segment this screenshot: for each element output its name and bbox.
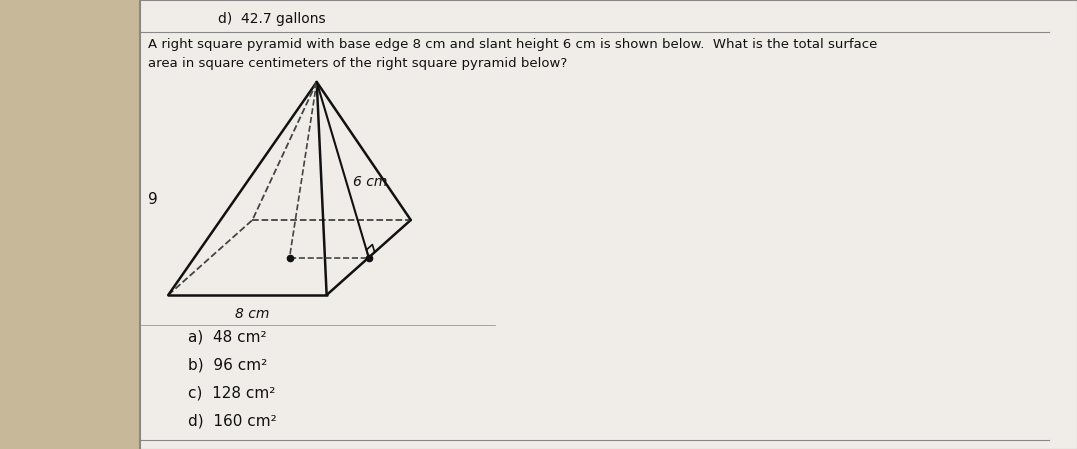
Text: A right square pyramid with base edge 8 cm and slant height 6 cm is shown below.: A right square pyramid with base edge 8 … bbox=[149, 38, 878, 51]
Text: 9: 9 bbox=[149, 193, 158, 207]
Text: c)  128 cm²: c) 128 cm² bbox=[188, 386, 276, 401]
Text: a)  48 cm²: a) 48 cm² bbox=[188, 330, 267, 345]
Text: 8 cm: 8 cm bbox=[235, 307, 269, 321]
Text: d)  42.7 gallons: d) 42.7 gallons bbox=[218, 12, 325, 26]
Text: d)  160 cm²: d) 160 cm² bbox=[188, 414, 277, 429]
Text: area in square centimeters of the right square pyramid below?: area in square centimeters of the right … bbox=[149, 57, 568, 70]
Text: b)  96 cm²: b) 96 cm² bbox=[188, 358, 267, 373]
Text: 6 cm: 6 cm bbox=[352, 175, 387, 189]
